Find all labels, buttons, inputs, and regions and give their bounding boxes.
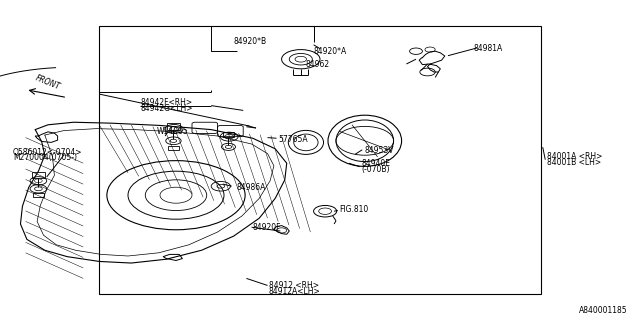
Text: 57765A: 57765A [278,135,308,144]
Bar [223,132,234,137]
Bar [167,123,180,130]
Text: Q586012<-0704>: Q586012<-0704> [13,148,83,156]
Text: 84912A<LH>: 84912A<LH> [269,287,321,296]
Text: 84986A: 84986A [237,183,266,192]
Text: 84942G<LH>: 84942G<LH> [141,104,193,113]
Text: 84953V: 84953V [365,146,394,155]
Text: 84981A: 84981A [474,44,503,52]
Text: 84920F: 84920F [253,223,282,232]
Bar [168,146,179,150]
Text: 84942F<RH>: 84942F<RH> [141,98,193,107]
Text: 84920*A: 84920*A [314,47,347,56]
Text: A840001185: A840001185 [579,306,627,315]
Bar [99,26,541,294]
Bar [32,172,45,178]
Text: FRONT: FRONT [35,73,61,92]
Bar [33,193,44,197]
Text: 84001A <RH>: 84001A <RH> [547,152,603,161]
Text: FIG.810: FIG.810 [339,205,369,214]
Text: M270004(0705-): M270004(0705-) [13,153,77,162]
Text: 84912 <RH>: 84912 <RH> [269,281,319,290]
Text: 84001B <LH>: 84001B <LH> [547,158,602,167]
Text: (-070B): (-070B) [362,165,390,174]
Text: 84920*B: 84920*B [234,37,267,46]
Text: 84962: 84962 [306,60,330,68]
Text: 84940E: 84940E [362,159,390,168]
Text: W14005: W14005 [157,127,189,136]
